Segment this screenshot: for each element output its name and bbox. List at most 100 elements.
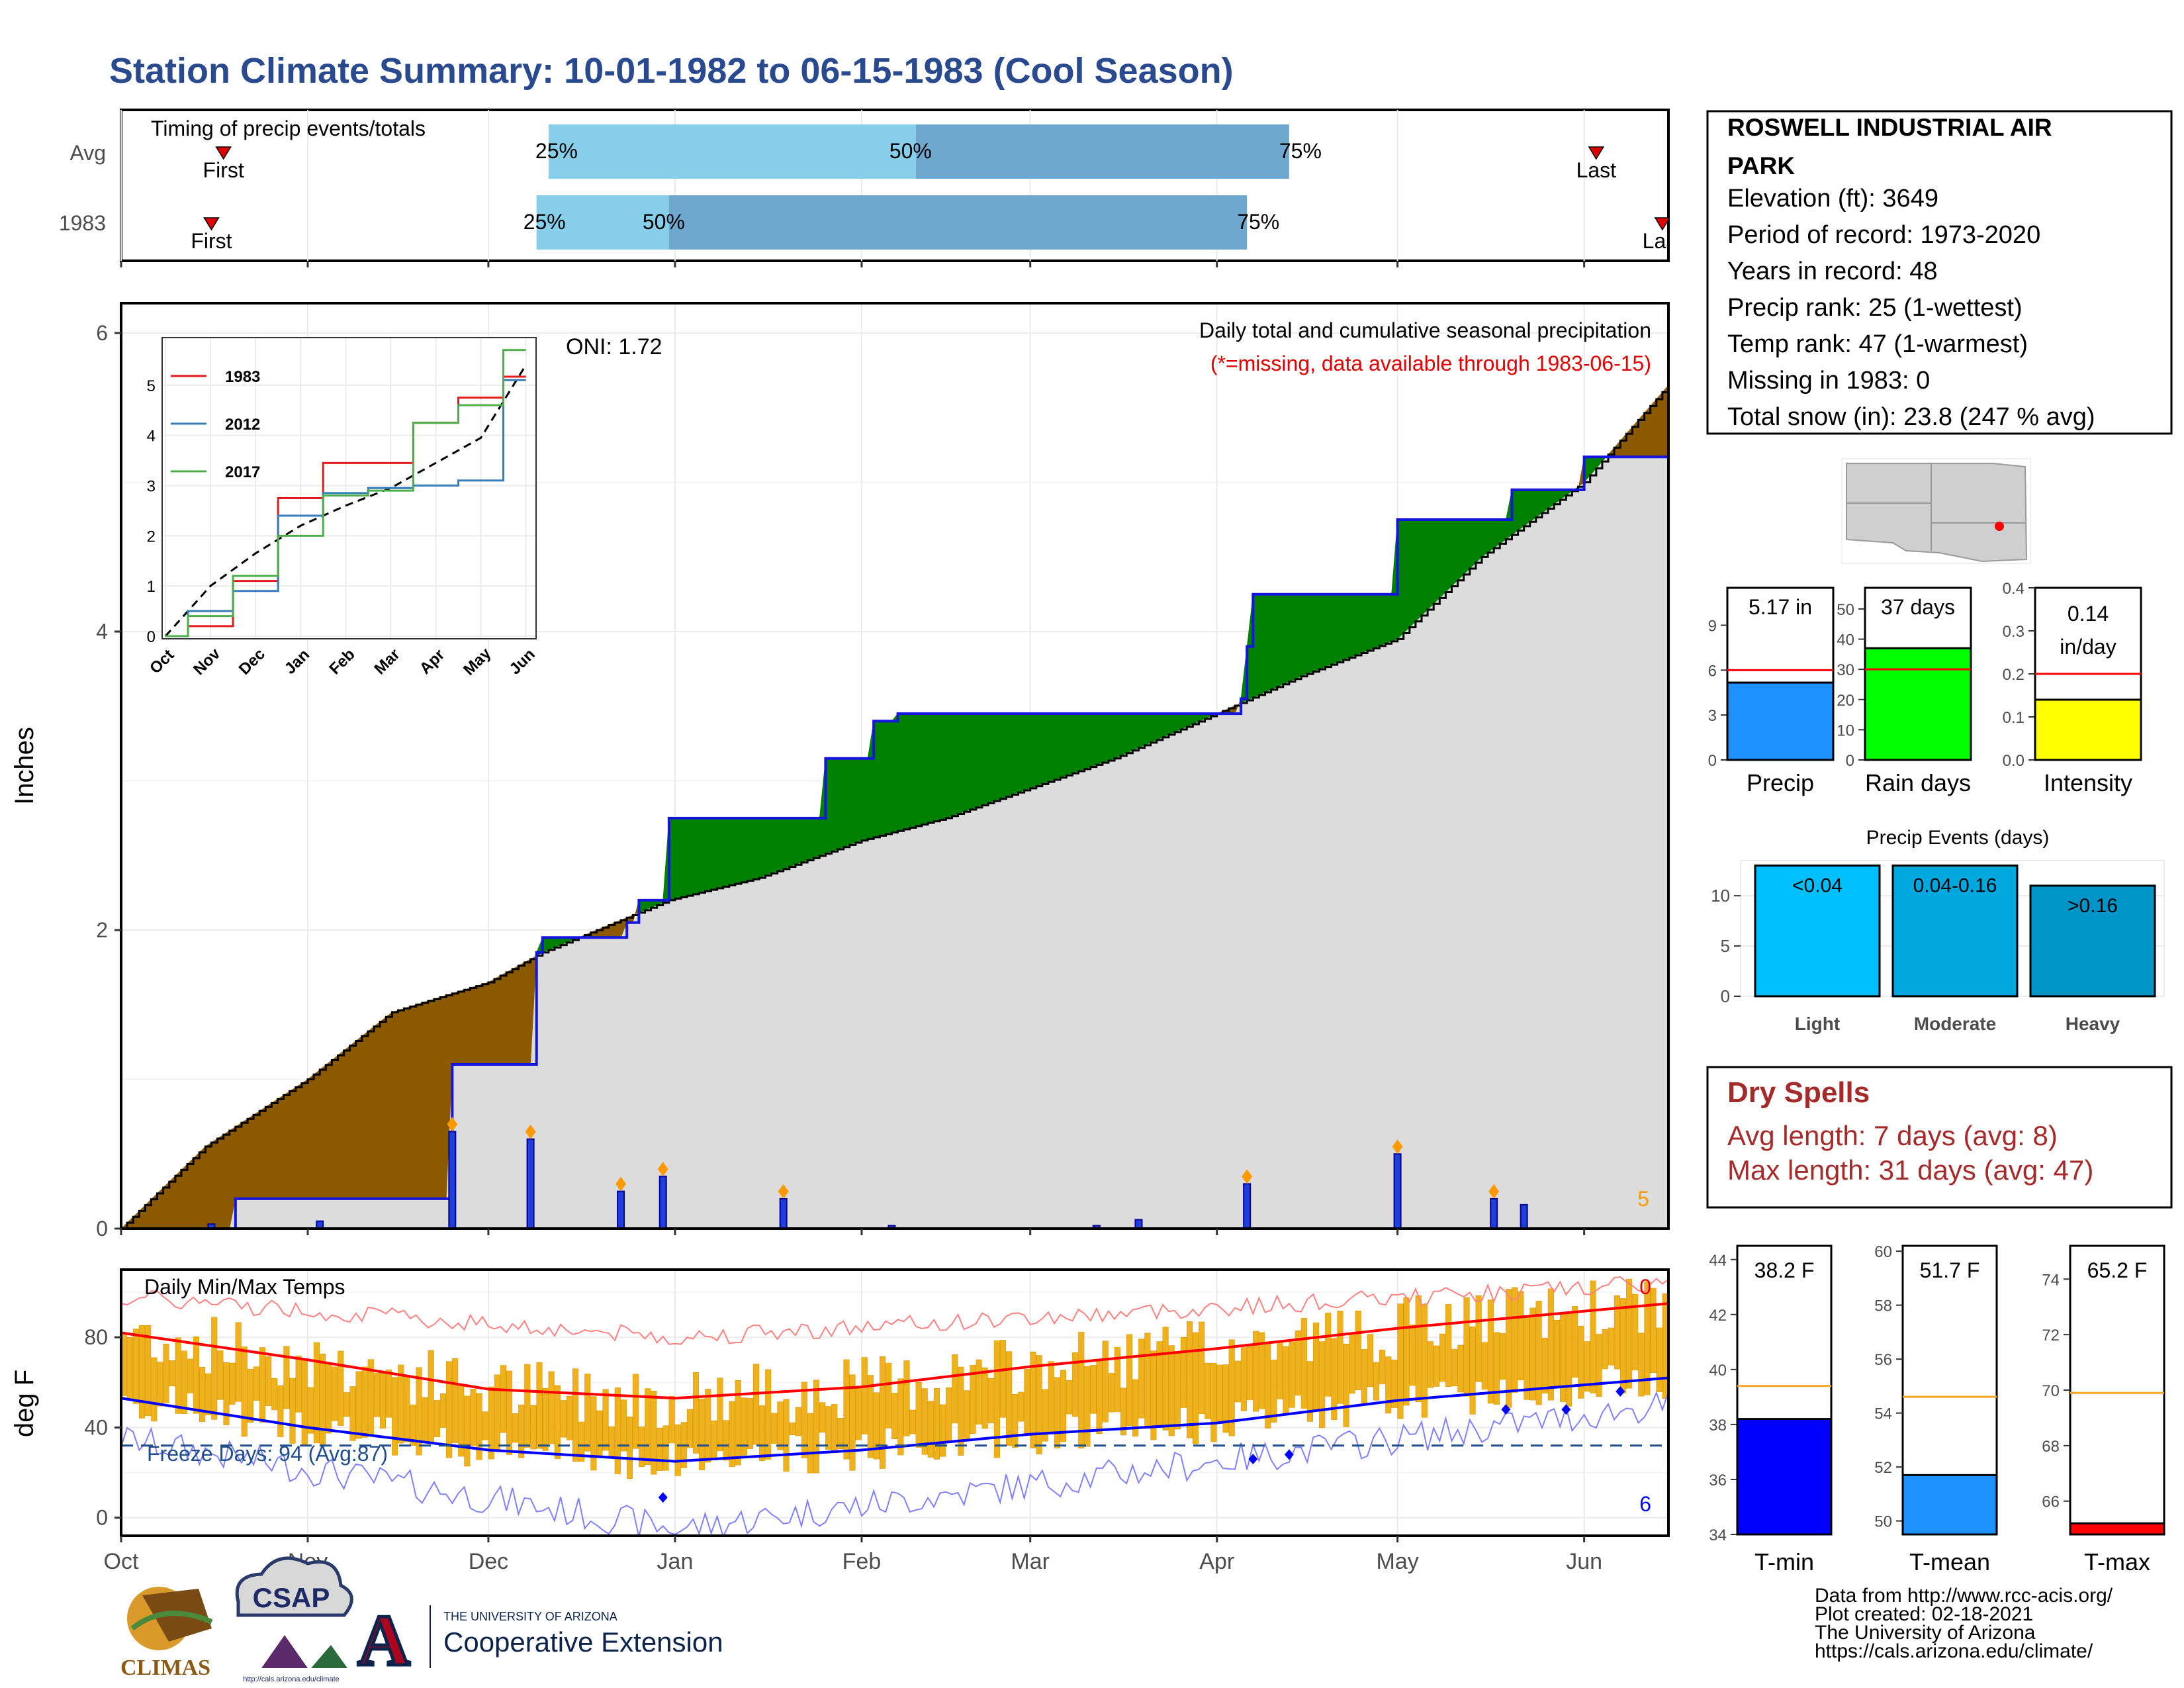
temp-daily-bars <box>121 1278 1668 1479</box>
snow-marker-icon <box>657 1162 668 1177</box>
temp-summary-y-tick-label: 54 <box>1874 1405 1892 1423</box>
summary-y-tick-label: 0.1 <box>2003 709 2025 727</box>
daily-temp-bar <box>530 1405 537 1450</box>
daily-temp-bar <box>747 1398 753 1449</box>
daily-temp-bar <box>777 1401 784 1450</box>
daily-temp-bar <box>1553 1319 1560 1386</box>
summary-category-label: Intensity <box>2044 769 2132 796</box>
daily-temp-bar <box>259 1347 266 1423</box>
events-bar <box>2029 884 2156 998</box>
daily-temp-bar <box>433 1400 440 1437</box>
daily-temp-bar <box>771 1413 778 1444</box>
temp-summary-y-tick-label: 70 <box>2042 1382 2060 1400</box>
temp-summary-frame <box>2069 1244 2165 1536</box>
daily-temp-bar <box>981 1367 988 1429</box>
temp-summary-y-tick-label: 36 <box>1709 1472 1727 1489</box>
dry-spells-frame <box>1706 1066 2173 1209</box>
daily-temp-bar <box>193 1336 200 1414</box>
daily-temp-bar <box>1030 1352 1036 1448</box>
station-name-line2: PARK <box>1727 152 1795 179</box>
inset-series-line <box>165 349 526 637</box>
timing-last-label: Last <box>1643 229 1683 253</box>
temp-summary-y-tick-label: 52 <box>1874 1459 1892 1477</box>
precip-x-ticks <box>120 1229 1586 1235</box>
dry-spells-title: Dry Spells <box>1727 1076 1870 1109</box>
dry-spells-avg: Avg length: 7 days (avg: 8) <box>1727 1120 2058 1151</box>
precip-daily-bars <box>207 1117 1528 1230</box>
station-location-marker <box>1995 522 2004 531</box>
daily-temp-bar <box>439 1393 447 1428</box>
daily-temp-bar <box>825 1406 832 1450</box>
temp-summary-y-tick-label: 74 <box>2042 1271 2060 1289</box>
inset-legend: 1983 2012 2017 <box>171 368 260 481</box>
daily-temp-bar <box>1090 1365 1097 1414</box>
daily-temp-bar <box>1518 1291 1524 1381</box>
daily-precip-bar <box>659 1176 667 1230</box>
inset-y-tick-label: 4 <box>147 428 156 445</box>
daily-temp-bar <box>199 1367 206 1422</box>
daily-temp-bar <box>939 1404 946 1457</box>
daily-temp-bar <box>909 1409 916 1434</box>
daily-temp-bar <box>343 1392 350 1417</box>
daily-temp-bar <box>789 1422 796 1436</box>
timing-bar-second-half <box>915 124 1289 179</box>
daily-temp-bar <box>1036 1355 1042 1454</box>
daily-temp-bar <box>512 1413 519 1443</box>
snow-marker-icon <box>525 1124 536 1139</box>
daily-temp-bar <box>1150 1350 1157 1440</box>
daily-temp-bar <box>692 1372 700 1454</box>
daily-temp-bar <box>705 1389 711 1463</box>
snow-marker-icon <box>615 1176 627 1192</box>
daily-temp-bar <box>1114 1347 1120 1412</box>
temp-y-label: deg F <box>10 1370 39 1437</box>
station-frame <box>1706 110 2173 435</box>
daily-temp-bar <box>392 1377 398 1456</box>
events-category-label: Heavy <box>2066 1013 2120 1034</box>
daily-temp-bar <box>1054 1377 1060 1448</box>
timing-bar-first-half <box>548 124 916 179</box>
cumulative-base-area <box>121 457 1668 1229</box>
month-label: Jun <box>1566 1549 1602 1574</box>
daily-temp-bar <box>283 1346 290 1409</box>
daily-temp-bar <box>729 1401 735 1468</box>
daily-temp-bar <box>1403 1297 1410 1406</box>
daily-temp-bar <box>181 1350 187 1414</box>
temp-summary-value-label: 65.2 F <box>2087 1258 2148 1282</box>
daily-temp-bar <box>355 1371 362 1439</box>
ua-extension: Cooperative Extension <box>443 1626 723 1658</box>
daily-temp-bar <box>139 1325 146 1419</box>
temp-panel-title: Daily Min/Max Temps <box>144 1275 345 1299</box>
daily-temp-bar <box>999 1340 1007 1418</box>
ua-name: THE UNIVERSITY OF ARIZONA <box>443 1610 617 1623</box>
daily-temp-bar <box>217 1350 224 1400</box>
precip-y-label: Inches <box>10 727 39 805</box>
daily-temp-bar <box>614 1387 621 1474</box>
daily-temp-bar <box>518 1404 525 1458</box>
daily-temp-bar <box>1457 1344 1464 1393</box>
daily-temp-bar <box>1650 1288 1657 1374</box>
timing-title: Timing of precip events/totals <box>151 117 426 140</box>
daily-temp-bar <box>1343 1344 1349 1427</box>
temp-summary-y-tick-label: 58 <box>1874 1297 1892 1315</box>
daily-temp-bar <box>897 1378 904 1456</box>
daily-temp-bar <box>723 1420 729 1461</box>
summary-value-label: 0.14 <box>2068 602 2109 626</box>
daily-temp-bar <box>157 1362 163 1407</box>
temp-y-tick-label: 0 <box>96 1506 108 1530</box>
temp-count-bottom: 6 <box>1639 1492 1651 1516</box>
summary-y-tick-label: 10 <box>1837 722 1854 739</box>
credit-line-3: The University of Arizona <box>1815 1622 2036 1644</box>
daily-temp-bar <box>861 1357 868 1434</box>
daily-temp-bar <box>1210 1362 1217 1442</box>
daily-temp-bar <box>795 1407 801 1436</box>
summary-value-bar <box>1864 647 1972 761</box>
record-low-marker-icon <box>1561 1404 1571 1415</box>
daily-precip-bar <box>526 1138 535 1230</box>
daily-temp-bar <box>819 1402 826 1433</box>
month-label: Oct <box>104 1549 139 1574</box>
temp-y-axis: 0 40 80 <box>84 1325 121 1530</box>
daily-temp-bar <box>1349 1335 1355 1394</box>
events-bar <box>1754 865 1881 998</box>
summary-y-tick-label: 0 <box>1708 752 1717 770</box>
temp-summary-y-tick-label: 50 <box>1874 1513 1892 1531</box>
